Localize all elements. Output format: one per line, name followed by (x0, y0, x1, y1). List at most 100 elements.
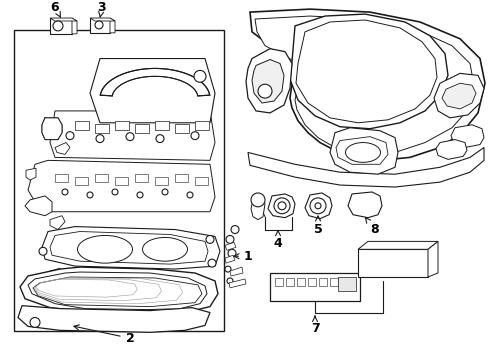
Circle shape (225, 235, 234, 243)
Bar (269, 273, 359, 301)
Bar (135, 124, 149, 133)
Polygon shape (357, 242, 437, 249)
Circle shape (137, 192, 142, 198)
Polygon shape (335, 137, 387, 164)
Ellipse shape (345, 143, 380, 162)
Polygon shape (347, 192, 381, 218)
Polygon shape (224, 255, 235, 263)
Bar (50, 18, 72, 34)
Bar (296, 278, 305, 286)
Circle shape (95, 21, 103, 29)
Circle shape (186, 192, 193, 198)
Polygon shape (249, 9, 484, 160)
Polygon shape (224, 242, 236, 250)
Polygon shape (50, 111, 215, 160)
Polygon shape (267, 194, 294, 218)
Polygon shape (90, 59, 215, 123)
Bar (195, 121, 208, 130)
Polygon shape (55, 143, 70, 154)
Bar (329, 278, 337, 286)
Polygon shape (28, 272, 206, 310)
Bar (357, 249, 427, 277)
Text: 5: 5 (313, 216, 322, 236)
Polygon shape (427, 242, 437, 277)
Circle shape (62, 189, 68, 195)
Bar (95, 124, 109, 133)
Circle shape (96, 135, 104, 143)
Circle shape (258, 84, 271, 98)
Polygon shape (247, 148, 483, 187)
Bar (90, 18, 110, 33)
Bar (95, 174, 108, 182)
Polygon shape (25, 196, 52, 216)
Bar (318, 278, 326, 286)
Bar (195, 177, 207, 185)
Bar (285, 278, 293, 286)
Bar (115, 177, 128, 185)
Bar (337, 277, 355, 291)
Polygon shape (42, 226, 220, 269)
Polygon shape (228, 279, 245, 288)
Bar (274, 278, 283, 286)
Polygon shape (52, 294, 61, 301)
Circle shape (250, 193, 264, 207)
Polygon shape (50, 216, 65, 230)
Circle shape (207, 259, 216, 267)
Bar (14, 30, 224, 331)
Text: 8: 8 (365, 218, 379, 236)
Polygon shape (72, 18, 77, 34)
Bar (55, 174, 68, 182)
Circle shape (309, 198, 325, 214)
Circle shape (162, 189, 168, 195)
Circle shape (30, 318, 40, 327)
Polygon shape (295, 20, 436, 123)
Polygon shape (55, 281, 67, 290)
Bar (115, 121, 129, 130)
Polygon shape (450, 125, 483, 148)
Circle shape (205, 235, 214, 243)
Bar (75, 121, 89, 130)
Polygon shape (441, 83, 475, 109)
Polygon shape (50, 231, 207, 264)
Polygon shape (100, 68, 209, 96)
Bar (175, 174, 187, 182)
Bar (75, 177, 88, 185)
Polygon shape (90, 18, 115, 21)
Circle shape (224, 266, 230, 272)
Bar (155, 177, 168, 185)
Polygon shape (251, 59, 284, 103)
Text: 2: 2 (74, 325, 134, 345)
Polygon shape (28, 160, 215, 212)
Polygon shape (18, 306, 209, 332)
Ellipse shape (142, 238, 187, 261)
Circle shape (194, 71, 205, 82)
Text: 7: 7 (310, 316, 319, 335)
Bar (135, 174, 148, 182)
Circle shape (112, 189, 118, 195)
Polygon shape (20, 267, 218, 314)
Bar (175, 124, 189, 133)
Polygon shape (254, 16, 473, 154)
Bar (155, 121, 169, 130)
Circle shape (226, 278, 232, 284)
Circle shape (230, 226, 239, 234)
Polygon shape (50, 268, 62, 276)
Text: 1: 1 (234, 250, 252, 263)
Circle shape (53, 21, 63, 31)
Polygon shape (289, 14, 447, 129)
Text: 4: 4 (273, 231, 282, 250)
Bar (340, 278, 348, 286)
Circle shape (126, 133, 134, 141)
Circle shape (191, 132, 199, 140)
Polygon shape (329, 128, 397, 174)
Circle shape (278, 202, 285, 210)
Circle shape (39, 247, 47, 255)
Polygon shape (110, 18, 115, 33)
Ellipse shape (77, 235, 132, 263)
Polygon shape (435, 140, 466, 159)
Polygon shape (305, 193, 331, 219)
Bar (307, 278, 315, 286)
Polygon shape (42, 118, 62, 140)
Polygon shape (433, 73, 483, 118)
Circle shape (273, 198, 289, 214)
